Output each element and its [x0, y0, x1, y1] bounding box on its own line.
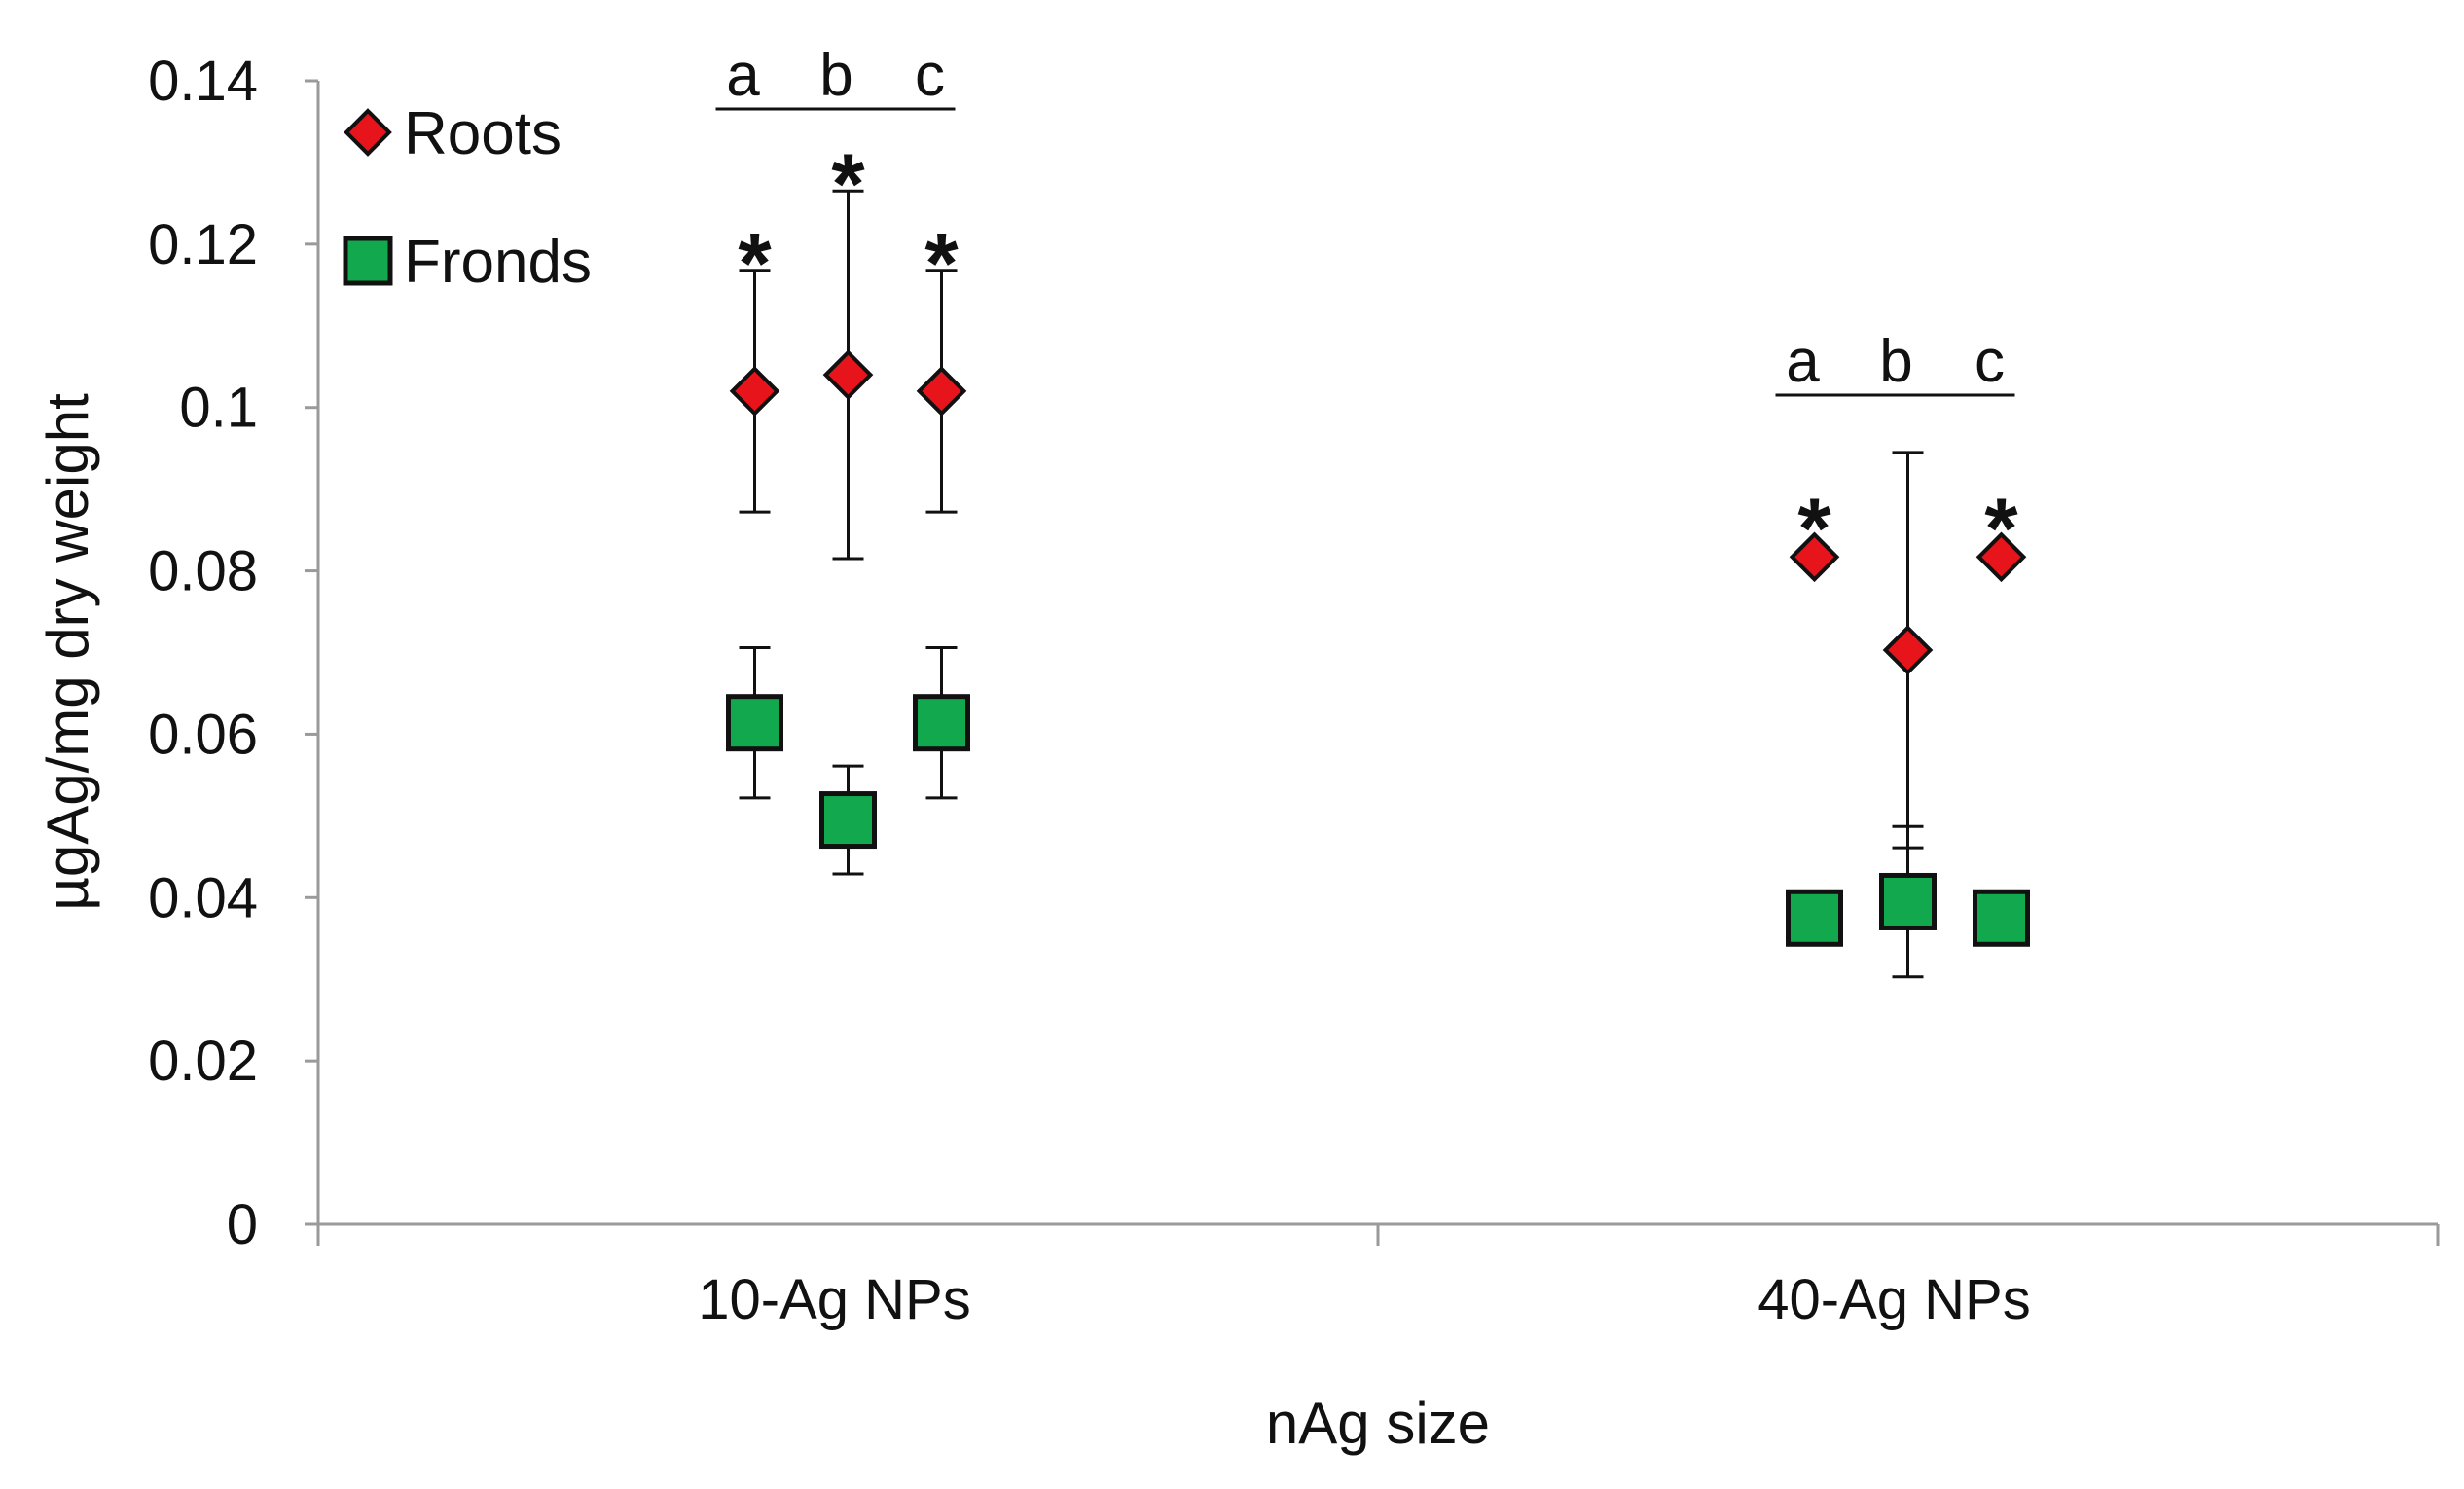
x-category-label: 40-Ag NPs: [1757, 1268, 2030, 1331]
roots-point: [729, 366, 780, 417]
y-tick-label: 0.08: [148, 540, 258, 603]
group-letters: a b ca b c: [715, 42, 2015, 397]
significance-star: *: [738, 215, 772, 311]
y-tick-label: 0.02: [148, 1030, 258, 1093]
x-category-label: 10-Ag NPs: [698, 1268, 970, 1331]
y-axis-title: µgAg/mg dry weight: [35, 393, 100, 911]
y-tick-label: 0: [227, 1193, 258, 1256]
y-tick-label: 0.14: [148, 50, 258, 113]
y-ticks: 0 0.02 0.04 0.06 0.08 0.1 0.12 0.14: [148, 50, 318, 1256]
group-letter-b: b: [1879, 328, 1912, 395]
x-ticks: 10-Ag NPs 40-Ag NPs: [316, 1224, 2440, 1331]
group-letter-a: a: [726, 42, 760, 109]
significance-star: *: [831, 135, 865, 232]
axes: [316, 81, 2438, 1226]
roots-point: [916, 366, 967, 417]
roots-point: [1975, 531, 2027, 583]
fronds-point: [726, 694, 783, 752]
significance-star: *: [1984, 480, 2018, 576]
data-markers: [726, 349, 2030, 947]
fronds-point: [819, 791, 877, 850]
x-axis-title: nAg size: [1266, 1391, 1490, 1456]
y-tick-label: 0.06: [148, 703, 258, 766]
legend-item-fronds: Fronds: [343, 229, 592, 296]
fronds-point: [1786, 889, 1843, 947]
legend-label: Roots: [404, 100, 562, 167]
y-tick-label: 0.12: [148, 213, 258, 276]
legend-label: Fronds: [404, 229, 592, 296]
significance-star: *: [924, 215, 959, 311]
group-letter-a: a: [1786, 328, 1820, 395]
legend: Roots Fronds: [343, 100, 592, 296]
fronds-point: [1879, 872, 1937, 930]
roots-point: [822, 349, 874, 400]
fronds-point: [913, 694, 970, 752]
fronds-point: [1973, 889, 2030, 947]
group-letter-b: b: [819, 42, 852, 109]
significance-star: *: [1797, 480, 1831, 576]
legend-fronds-marker: [343, 236, 393, 286]
y-tick-label: 0.04: [148, 866, 258, 929]
group-letter-c: c: [1975, 328, 2005, 395]
error-bars: [739, 189, 1924, 979]
roots-point: [1882, 625, 1934, 675]
legend-roots-marker: [344, 108, 392, 157]
group-letter-c: c: [915, 42, 945, 109]
roots-point: [1789, 531, 1840, 583]
y-tick-label: 0.1: [179, 377, 258, 440]
legend-item-roots: Roots: [344, 100, 562, 167]
significance-markers: * * * * *: [738, 135, 2018, 576]
